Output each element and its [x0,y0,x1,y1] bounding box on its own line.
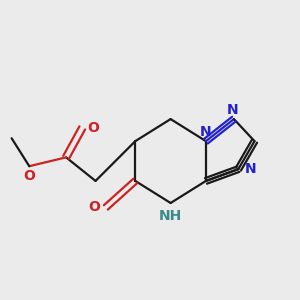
Text: N: N [200,125,212,139]
Text: N: N [245,162,256,176]
Text: O: O [88,121,100,135]
Text: N: N [226,103,238,117]
Text: O: O [23,169,35,183]
Text: NH: NH [159,209,182,224]
Text: O: O [89,200,100,214]
